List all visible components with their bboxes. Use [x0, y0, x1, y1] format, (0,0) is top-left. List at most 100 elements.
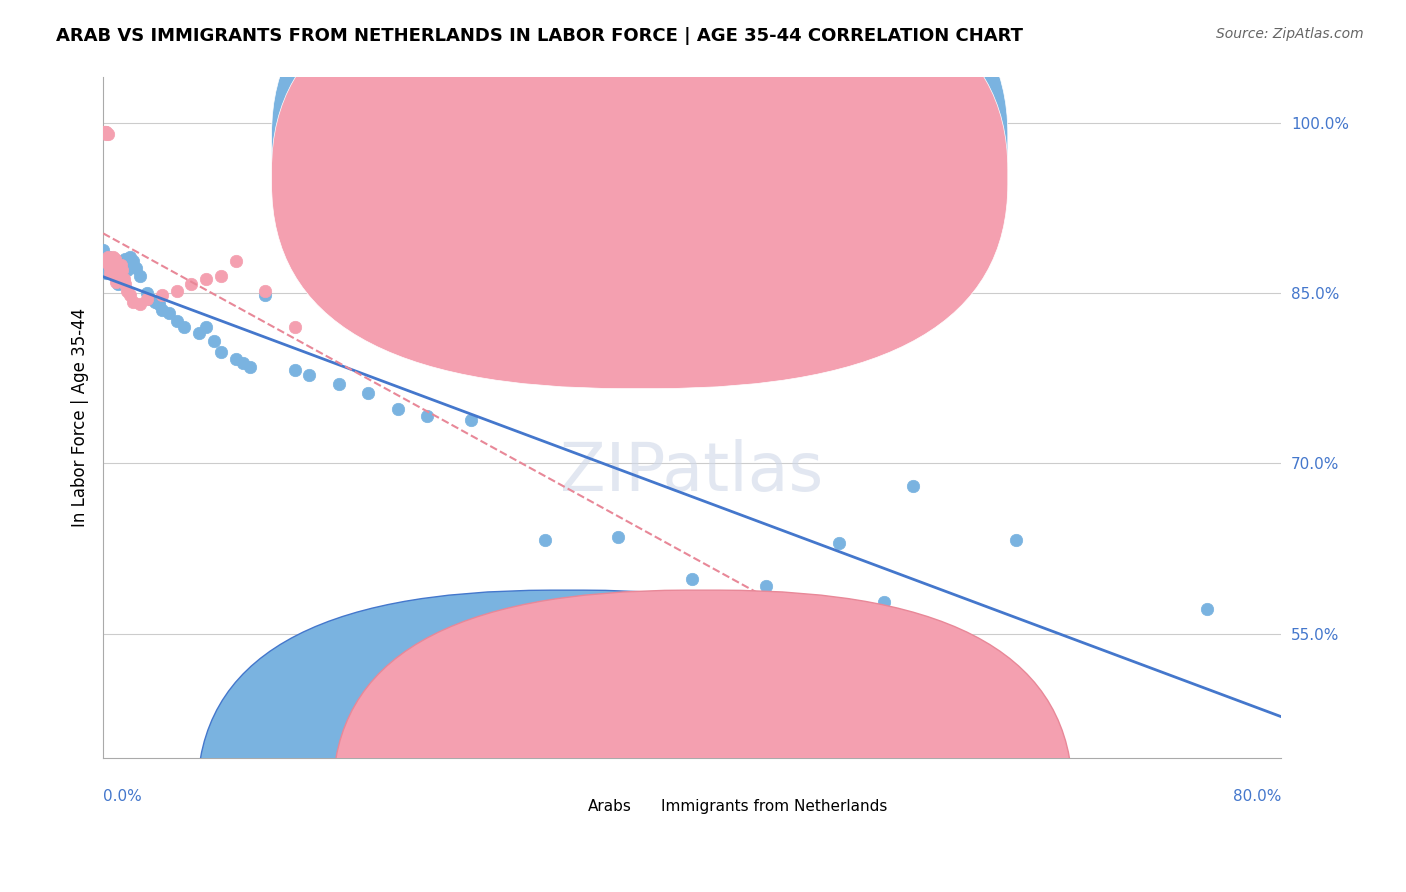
Point — [93, 255, 115, 269]
Point — [105, 268, 128, 283]
Point — [755, 579, 778, 593]
FancyBboxPatch shape — [603, 119, 915, 211]
Point — [100, 261, 122, 276]
Point — [91, 125, 114, 139]
Point — [283, 363, 305, 377]
Point — [100, 266, 122, 280]
Point — [110, 261, 132, 276]
Point — [114, 277, 136, 291]
Point — [100, 258, 122, 272]
Point — [107, 277, 129, 291]
Point — [187, 326, 209, 340]
FancyBboxPatch shape — [197, 591, 938, 892]
Point — [357, 386, 380, 401]
Text: ARAB VS IMMIGRANTS FROM NETHERLANDS IN LABOR FORCE | AGE 35-44 CORRELATION CHART: ARAB VS IMMIGRANTS FROM NETHERLANDS IN L… — [56, 27, 1024, 45]
Point — [195, 320, 218, 334]
Point — [93, 125, 115, 139]
Point — [94, 125, 117, 139]
Point — [96, 254, 118, 268]
Point — [98, 250, 121, 264]
Point — [166, 314, 188, 328]
Point — [416, 409, 439, 423]
Point — [1005, 533, 1028, 548]
Y-axis label: In Labor Force | Age 35-44: In Labor Force | Age 35-44 — [72, 309, 89, 527]
Point — [202, 334, 225, 348]
Point — [110, 258, 132, 272]
Point — [94, 266, 117, 280]
Point — [225, 254, 247, 268]
Point — [607, 530, 630, 544]
Point — [93, 125, 115, 139]
Point — [118, 250, 141, 264]
Point — [114, 252, 136, 266]
Point — [115, 284, 138, 298]
Point — [166, 284, 188, 298]
Point — [105, 268, 128, 283]
Point — [828, 535, 851, 549]
Point — [328, 376, 350, 391]
Point — [101, 258, 124, 272]
Point — [387, 401, 409, 416]
Point — [872, 595, 894, 609]
Point — [129, 297, 152, 311]
Point — [232, 356, 254, 370]
Point — [101, 258, 124, 272]
Point — [534, 533, 557, 548]
Point — [254, 288, 277, 302]
Point — [96, 250, 118, 264]
Point — [173, 320, 195, 334]
Point — [150, 288, 173, 302]
Point — [115, 263, 138, 277]
Point — [101, 261, 124, 276]
Point — [901, 479, 924, 493]
Point — [254, 284, 277, 298]
Point — [96, 254, 118, 268]
Point — [101, 254, 124, 268]
Point — [136, 292, 159, 306]
Point — [98, 258, 121, 272]
Point — [139, 292, 162, 306]
Point — [91, 125, 114, 139]
Point — [93, 125, 115, 139]
Text: Immigrants from Netherlands: Immigrants from Netherlands — [661, 799, 887, 814]
Point — [107, 258, 129, 272]
Point — [239, 359, 262, 374]
Point — [681, 572, 703, 586]
Point — [129, 268, 152, 283]
Point — [157, 306, 180, 320]
Point — [112, 272, 135, 286]
FancyBboxPatch shape — [271, 0, 1008, 389]
Point — [180, 277, 202, 291]
Point — [225, 351, 247, 366]
Point — [104, 252, 127, 266]
Point — [112, 258, 135, 272]
Point — [103, 258, 125, 272]
Point — [105, 261, 128, 276]
Text: Source: ZipAtlas.com: Source: ZipAtlas.com — [1216, 27, 1364, 41]
Point — [103, 250, 125, 264]
Point — [96, 127, 118, 141]
Point — [209, 268, 232, 283]
Text: R = -0.259    N = 59: R = -0.259 N = 59 — [633, 133, 789, 147]
Point — [121, 295, 143, 310]
Point — [103, 252, 125, 266]
Point — [103, 258, 125, 272]
Point — [298, 368, 321, 382]
Point — [105, 275, 128, 289]
Point — [111, 263, 134, 277]
Point — [104, 258, 127, 272]
Point — [111, 254, 134, 268]
Text: 80.0%: 80.0% — [1233, 789, 1281, 804]
Point — [150, 303, 173, 318]
Point — [100, 266, 122, 280]
Point — [107, 266, 129, 280]
Text: R =  0.076    N = 44: R = 0.076 N = 44 — [633, 169, 787, 184]
Point — [104, 258, 127, 272]
Point — [101, 266, 124, 280]
Point — [1197, 601, 1219, 615]
Point — [104, 266, 127, 280]
Point — [108, 258, 131, 272]
Point — [121, 254, 143, 268]
Point — [98, 258, 121, 272]
Point — [209, 345, 232, 359]
